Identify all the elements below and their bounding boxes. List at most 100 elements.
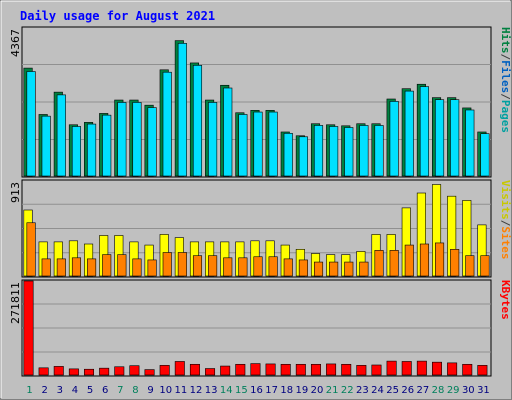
sites-bar	[465, 255, 475, 277]
panel-visits-sites: 913 Visits/Sites	[9, 179, 512, 278]
files-bar	[465, 109, 475, 177]
kbytes-bar	[280, 363, 291, 376]
kbytes-bar	[326, 363, 337, 376]
files-bar	[177, 43, 187, 177]
x-tick-label: 29	[447, 385, 460, 396]
x-tick-label: 11	[174, 385, 187, 396]
sites-bar	[147, 259, 157, 277]
sites-bar	[102, 254, 112, 277]
kbytes-bar	[462, 363, 473, 376]
files-bar	[435, 99, 445, 177]
files-bar	[192, 65, 203, 177]
kbytes-bar	[99, 367, 110, 376]
x-tick-label: 21	[326, 385, 339, 396]
sites-bar	[404, 244, 414, 277]
y-max-label: 271811	[9, 282, 22, 324]
panel-legend: Hits/Files/Pages	[499, 27, 512, 133]
sites-bar	[253, 256, 263, 277]
sites-bar	[480, 255, 490, 277]
files-bar	[147, 107, 157, 177]
x-tick-label: 4	[72, 385, 78, 396]
kbytes-bar	[477, 365, 488, 376]
kbytes-bar	[356, 365, 367, 376]
files-bar	[283, 133, 293, 177]
sites-bar	[26, 222, 36, 277]
files-bar	[329, 126, 339, 177]
kbytes-bar	[416, 360, 427, 376]
kbytes-bar	[431, 361, 442, 376]
x-tick-label: 18	[280, 385, 293, 396]
files-bar	[132, 102, 142, 177]
y-max-label: 913	[9, 182, 22, 203]
x-tick-label: 2	[42, 385, 48, 396]
x-tick-label: 22	[341, 385, 354, 396]
files-bar	[208, 102, 218, 177]
kbytes-bar	[174, 361, 185, 376]
sites-bar	[450, 249, 460, 277]
files-bar	[374, 125, 384, 177]
sites-bar	[359, 261, 369, 277]
files-bar	[71, 126, 82, 177]
kbytes-bar	[235, 363, 246, 376]
sites-bar	[283, 258, 293, 277]
files-bar	[253, 111, 263, 177]
sites-bar	[177, 252, 187, 277]
kbytes-bar	[386, 360, 397, 376]
panel-kbytes: 271811 KBytes	[9, 279, 512, 377]
files-bar	[26, 71, 36, 177]
files-bar	[117, 102, 127, 177]
sites-bar	[162, 252, 172, 277]
x-tick-label: 9	[147, 385, 153, 396]
kbytes-bar	[220, 365, 231, 376]
x-tick-label: 28	[432, 385, 445, 396]
x-tick-label: 8	[132, 385, 138, 396]
kbytes-bar	[310, 363, 321, 376]
files-bar	[344, 127, 354, 177]
x-tick-label: 30	[462, 385, 475, 396]
legend-entry: /	[499, 93, 512, 100]
x-tick-label: 31	[477, 385, 490, 396]
x-tick-label: 17	[265, 385, 278, 396]
kbytes-bar	[53, 366, 64, 376]
x-tick-label: 1	[26, 385, 32, 396]
sites-bar	[298, 259, 308, 277]
kbytes-bar	[371, 364, 382, 376]
sites-bar	[223, 257, 233, 277]
x-tick-label: 20	[311, 385, 324, 396]
x-tick-label: 6	[102, 385, 108, 396]
x-tick-label: 14	[220, 385, 233, 396]
sites-bar	[208, 255, 218, 277]
sites-bar	[238, 257, 248, 277]
sites-bar	[41, 258, 51, 277]
sites-bar	[56, 258, 66, 277]
x-tick-label: 16	[250, 385, 263, 396]
files-bar	[238, 114, 248, 177]
legend-entry: /	[499, 220, 512, 227]
files-bar	[389, 101, 399, 177]
sites-bar	[268, 256, 278, 277]
sites-bar	[344, 261, 354, 277]
kbytes-bar	[295, 363, 306, 376]
x-tick-label: 25	[386, 385, 399, 396]
day-axis-labels: 1 2 3 4 5 6 7 8 9 10 11 12 13 14 15 16 17 18 19 20 21 22 23 24 2…	[26, 385, 489, 396]
legend-entry: Files	[499, 60, 512, 93]
files-bar	[223, 87, 233, 177]
kbytes-bar	[84, 368, 95, 376]
x-tick-label: 5	[87, 385, 93, 396]
sites-bar	[132, 258, 142, 277]
files-bar	[450, 99, 460, 177]
files-bar	[313, 125, 324, 177]
files-bar	[298, 136, 308, 177]
files-bar	[404, 90, 414, 177]
x-tick-label: 3	[57, 385, 63, 396]
kbytes-bar	[189, 363, 200, 376]
files-bar	[162, 71, 172, 177]
files-bar	[268, 111, 278, 177]
sites-bar	[389, 250, 399, 277]
sites-bar	[374, 250, 384, 277]
sites-bar	[419, 243, 429, 277]
x-tick-label: 23	[356, 385, 369, 396]
kbytes-bar	[401, 361, 412, 376]
panel-hits-files: 4367 Hits/Files/Pages	[9, 26, 512, 178]
